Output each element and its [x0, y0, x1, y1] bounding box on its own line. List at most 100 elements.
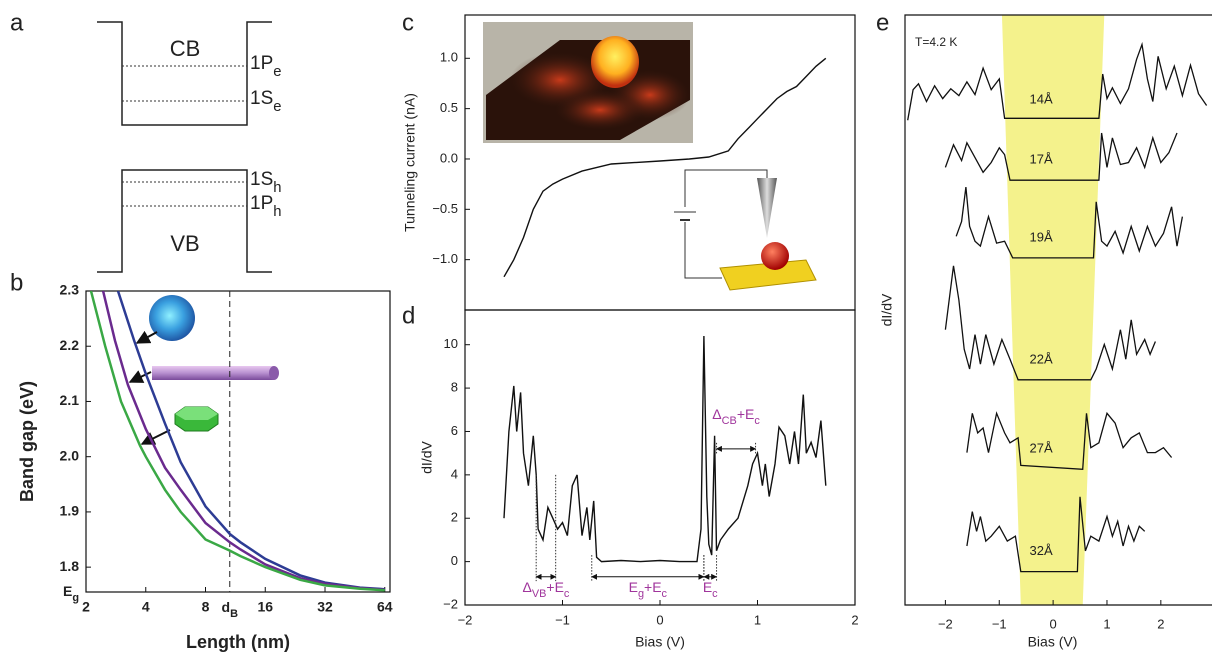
- wire: [684, 169, 768, 207]
- stm-tip: [757, 178, 777, 238]
- x-axis-label: Bias (V): [635, 634, 685, 650]
- y-tick-label: 2.0: [60, 447, 80, 463]
- y-tick-label: 0.5: [440, 100, 458, 115]
- y-tick-label: 2.1: [60, 392, 80, 408]
- y-tick-label: 8: [451, 380, 458, 395]
- y-tick-label: 1.9: [60, 503, 80, 519]
- panel-letter: e: [876, 9, 889, 36]
- wire: [684, 222, 722, 279]
- data-line: [101, 291, 385, 592]
- level-label: 1Pe: [250, 53, 282, 80]
- text-part: g: [72, 592, 79, 604]
- x-tick-label: −2: [458, 612, 473, 627]
- text-part: h: [273, 204, 281, 220]
- data-line: [89, 291, 385, 592]
- y-tick-label: 1.8: [60, 558, 80, 574]
- arrow: [128, 370, 152, 383]
- text-part: E: [63, 583, 72, 599]
- text-part: g: [638, 588, 644, 600]
- annotation-label: Eg+Ec: [629, 579, 668, 600]
- text-part: h: [273, 180, 281, 196]
- text-part: 1S: [250, 88, 273, 109]
- data-line: [944, 265, 1157, 381]
- level-label: 1Se: [250, 88, 282, 115]
- series-label: 22Å: [1030, 351, 1053, 366]
- y-tick-label: 1.0: [440, 50, 458, 65]
- text-part: 1P: [250, 53, 273, 74]
- x-tick-label: 1: [1103, 616, 1110, 631]
- circuit: [674, 169, 817, 291]
- axis-frame: [85, 290, 391, 593]
- annotation-label: ΔCB+Ec: [712, 406, 760, 427]
- level-label: 1Sh: [250, 169, 282, 196]
- text-part: +E: [644, 579, 662, 595]
- level-diagram: [97, 21, 272, 273]
- text-part: Δ: [712, 406, 721, 422]
- y-tick-label: −1.0: [432, 251, 458, 266]
- x-tick-label: 2: [1157, 616, 1164, 631]
- data-line: [503, 335, 827, 563]
- marker-label: dB: [222, 599, 239, 620]
- gap-highlight: [1001, 15, 1105, 605]
- data-line: [907, 41, 1208, 121]
- band-edge: [97, 169, 272, 273]
- y-tick-label: 0: [451, 553, 458, 568]
- series-label: 32Å: [1030, 543, 1053, 558]
- text-part: c: [564, 588, 570, 600]
- band-label: VB: [170, 231, 199, 256]
- y-tick-label: −2: [443, 596, 458, 611]
- x-tick-label: 0: [1049, 616, 1056, 631]
- x-tick-label: 8: [202, 599, 210, 615]
- x-tick-label: 4: [142, 599, 150, 615]
- text-part: d: [222, 599, 231, 615]
- x-tick-label: 32: [317, 599, 333, 615]
- text-part: CB: [722, 415, 737, 427]
- axis-frame: [904, 14, 1212, 606]
- text-part: e: [273, 64, 281, 80]
- text-part: c: [712, 588, 718, 600]
- inset-dome: [591, 36, 639, 88]
- series-label: 27Å: [1030, 441, 1053, 456]
- y-tick-label: 2: [451, 510, 458, 525]
- x-tick-label: 0: [656, 612, 663, 627]
- y-tick-label: 0.0: [440, 150, 458, 165]
- nanocrystal: [761, 242, 789, 270]
- text-part: Δ: [522, 579, 531, 595]
- rod-icon: [152, 366, 274, 380]
- y-axis-label: dI/dV: [419, 441, 435, 474]
- arrow: [135, 330, 158, 344]
- shape-icons: [128, 295, 279, 445]
- rod-end: [269, 366, 279, 380]
- band-edge: [97, 21, 272, 126]
- x-tick-label: −1: [555, 612, 570, 627]
- y-tick-label: Eg: [63, 583, 79, 604]
- x-tick-label: 64: [377, 599, 393, 615]
- text-part: c: [662, 588, 668, 600]
- stm-inset: [483, 22, 693, 143]
- band-label: CB: [170, 36, 201, 61]
- annotation-label: ΔVB+Ec: [522, 579, 569, 600]
- text-part: c: [754, 415, 760, 427]
- text-part: +E: [546, 579, 564, 595]
- annotation: T=4.2 K: [915, 35, 957, 49]
- text-part: +E: [737, 406, 755, 422]
- panel-letter: b: [10, 269, 23, 296]
- y-tick-label: 10: [444, 336, 458, 351]
- data-line: [503, 57, 827, 278]
- plate-top: [175, 407, 218, 420]
- y-tick-label: −0.5: [432, 201, 458, 216]
- y-axis-label: Band gap (eV): [17, 381, 37, 502]
- x-axis-label: Bias (V): [1028, 634, 1078, 650]
- text-part: E: [703, 579, 712, 595]
- panel-letter: d: [402, 302, 415, 329]
- data-line: [966, 411, 1173, 470]
- text-part: 1P: [250, 193, 273, 214]
- arrow: [140, 429, 171, 445]
- x-tick-label: 16: [257, 599, 273, 615]
- series-label: 14Å: [1030, 92, 1053, 107]
- x-axis-label: Length (nm): [186, 632, 290, 652]
- level-label: 1Ph: [250, 193, 282, 220]
- text-part: 1S: [250, 169, 273, 190]
- data-line: [955, 187, 1184, 259]
- data-line: [944, 132, 1178, 181]
